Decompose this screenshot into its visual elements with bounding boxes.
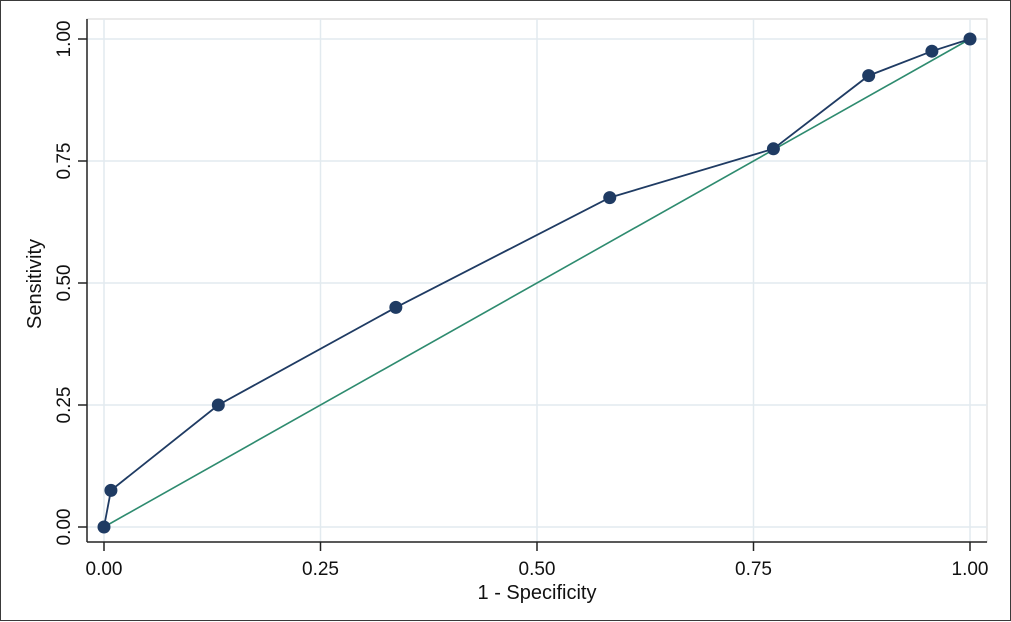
y-tick-label: 0.00 (54, 509, 75, 546)
roc-point (389, 300, 403, 314)
x-tick-label: 0.50 (519, 559, 556, 580)
roc-point (963, 32, 977, 46)
x-ticks: 0.00 0.25 0.50 0.75 1.00 (86, 542, 989, 580)
grid-lines (87, 19, 987, 542)
roc-point (603, 191, 617, 205)
y-tick-label: 0.50 (54, 265, 75, 302)
data-points (97, 32, 977, 534)
roc-point (925, 44, 939, 58)
y-tick-label: 0.25 (54, 387, 75, 424)
x-tick-label: 0.00 (86, 559, 123, 580)
roc-point (862, 69, 876, 83)
y-ticks: 0.00 0.25 0.50 0.75 1.00 (54, 21, 87, 546)
y-tick-label: 0.75 (54, 143, 75, 180)
roc-point (211, 398, 225, 412)
x-axis-title: 1 - Specificity (478, 582, 597, 604)
x-tick-label: 0.75 (735, 559, 772, 580)
roc-point (97, 520, 111, 534)
x-tick-label: 0.25 (302, 559, 339, 580)
reference-line (103, 38, 971, 528)
y-axis-title: Sensitivity (24, 239, 46, 329)
roc-point (766, 142, 780, 156)
roc-point (104, 483, 118, 497)
y-tick-label: 1.00 (54, 21, 75, 58)
x-tick-label: 1.00 (952, 559, 989, 580)
